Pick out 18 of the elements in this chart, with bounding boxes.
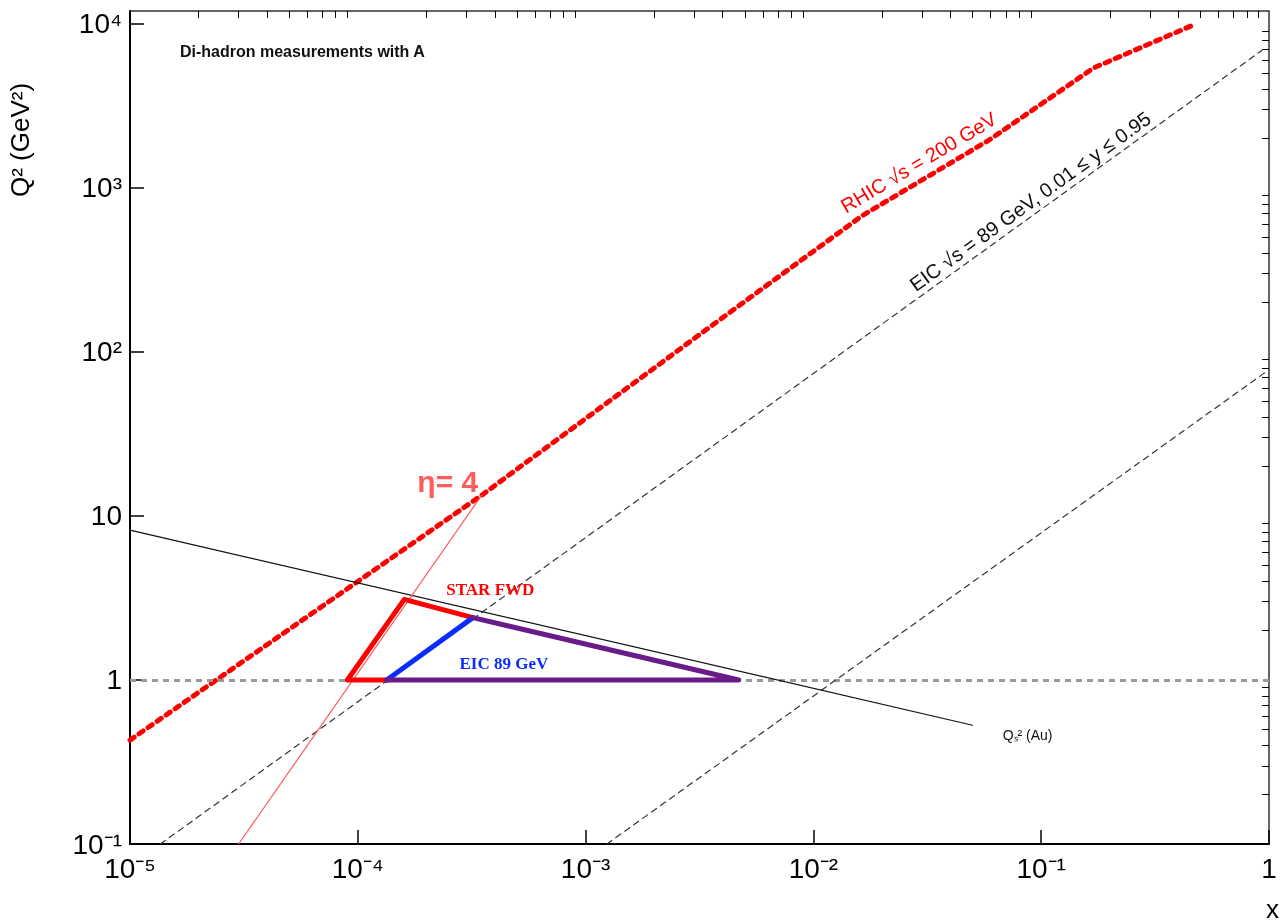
y-tick-label: 10 bbox=[90, 500, 122, 532]
x-tick-label: 10⁻² bbox=[788, 852, 839, 884]
series-label: STAR FWD bbox=[446, 579, 535, 599]
y-tick-label: 10⁴ bbox=[78, 8, 122, 40]
series-label: EIC 89 GeV bbox=[459, 654, 549, 674]
y-tick-label: 10² bbox=[81, 336, 122, 368]
text: Qₛ² (Au) bbox=[1002, 727, 1053, 744]
series-label: η= 4 bbox=[417, 464, 479, 498]
text: RHIC √s = 200 GeV bbox=[836, 107, 1001, 218]
text: Di-hadron measurements with A bbox=[180, 42, 426, 60]
y-tick-label: 10³ bbox=[81, 172, 122, 204]
x-tick-label: 1 bbox=[1261, 852, 1277, 884]
y-axis-title: Q² (GeV²) bbox=[5, 82, 35, 198]
x-tick-label: 10⁻⁴ bbox=[331, 852, 384, 884]
y-tick-label: 1 bbox=[106, 664, 122, 696]
x-axis-title: x bbox=[1266, 894, 1279, 922]
x-tick-label: 10⁻³ bbox=[560, 852, 611, 884]
x-tick-label: 10⁻¹ bbox=[1016, 852, 1066, 884]
